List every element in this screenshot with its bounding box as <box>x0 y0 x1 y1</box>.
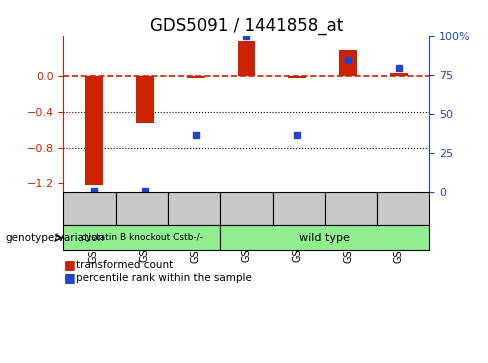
Bar <box>238 41 255 77</box>
Text: cystatin B knockout Cstb-/-: cystatin B knockout Cstb-/- <box>81 233 203 242</box>
Text: percentile rank within the sample: percentile rank within the sample <box>76 273 251 283</box>
Bar <box>288 77 306 78</box>
Bar <box>85 77 103 185</box>
Text: ■: ■ <box>63 258 75 272</box>
Text: ■: ■ <box>63 271 75 284</box>
Bar <box>339 50 357 77</box>
Title: GDS5091 / 1441858_at: GDS5091 / 1441858_at <box>150 17 343 35</box>
Bar <box>390 73 408 77</box>
Text: wild type: wild type <box>300 233 350 243</box>
Text: transformed count: transformed count <box>76 260 173 270</box>
Text: genotype/variation: genotype/variation <box>5 233 104 243</box>
Bar <box>136 77 154 123</box>
Bar <box>187 77 204 78</box>
